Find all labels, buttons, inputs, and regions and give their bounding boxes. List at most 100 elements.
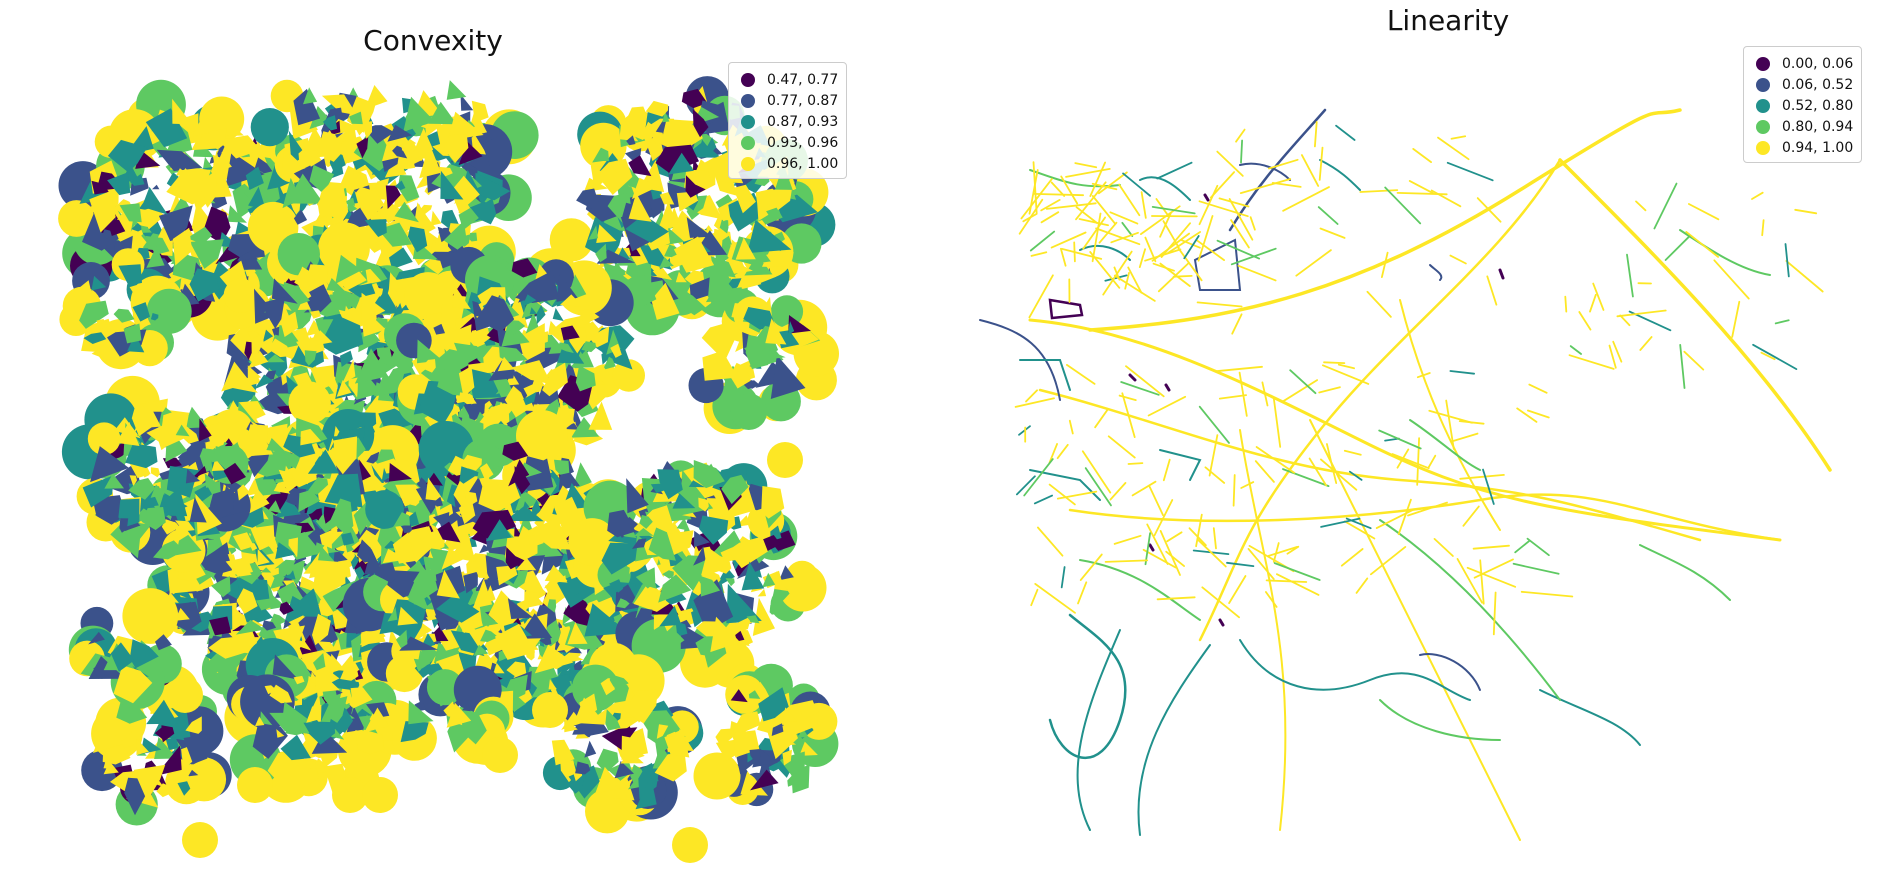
street-segment [1268, 158, 1299, 170]
cell [751, 379, 760, 390]
street-segment [1050, 231, 1087, 249]
street-segment [1235, 128, 1246, 143]
cell [672, 493, 696, 509]
cell [733, 711, 761, 734]
cell [358, 459, 372, 483]
cell [279, 457, 317, 488]
cell [701, 274, 735, 303]
legend-item: 0.93, 0.96 [737, 132, 838, 153]
cell [308, 477, 329, 495]
street-segment [1028, 318, 1782, 542]
cell [497, 356, 515, 372]
street-segment [1215, 365, 1263, 373]
cell [745, 334, 773, 370]
cell [626, 478, 649, 514]
legend-label: 0.00, 0.06 [1782, 55, 1854, 72]
street-segment [1254, 460, 1275, 483]
cell [304, 350, 317, 366]
cell [384, 153, 407, 178]
street-segment [1731, 300, 1741, 338]
cell [205, 128, 227, 150]
cell [145, 235, 170, 255]
street-segment [1068, 493, 1782, 542]
legend-item: 0.77, 0.87 [737, 90, 838, 111]
street-segment [1320, 517, 1361, 528]
cell [273, 483, 291, 494]
cell [441, 548, 468, 570]
cell [515, 270, 559, 303]
cell [376, 178, 390, 196]
cell [523, 392, 537, 406]
street-segment [1366, 290, 1392, 318]
cell [715, 728, 734, 747]
cell [749, 749, 761, 766]
street-segment [1157, 262, 1190, 293]
street-segment [1198, 184, 1219, 226]
street-segment [1340, 548, 1364, 567]
street-segment [1265, 579, 1308, 583]
cell [341, 532, 355, 546]
cell [279, 601, 294, 615]
cell [311, 730, 348, 754]
cell [88, 631, 105, 645]
street-segment [1209, 171, 1235, 199]
street-segment [1272, 397, 1282, 448]
cell [271, 278, 298, 304]
cell [787, 775, 795, 787]
cell [204, 473, 221, 488]
cell [123, 323, 142, 344]
street-segment [1498, 268, 1505, 280]
cell [321, 94, 358, 116]
street-segment [1409, 419, 1481, 471]
cell [668, 152, 694, 175]
cell [725, 578, 735, 587]
cell [265, 376, 283, 397]
cell [694, 530, 710, 548]
cell [227, 205, 247, 223]
cell [161, 519, 180, 535]
cell [306, 692, 320, 709]
cell [746, 615, 760, 624]
cell [182, 425, 199, 444]
cell [750, 769, 779, 791]
cell [146, 417, 184, 447]
cell [476, 295, 515, 333]
street-segment [1078, 218, 1109, 227]
cell [243, 600, 265, 623]
cell [474, 565, 490, 579]
cell [199, 448, 215, 471]
cell [113, 308, 135, 323]
cell [298, 588, 322, 617]
street-segment [1309, 419, 1521, 841]
cell [596, 224, 617, 243]
cell [681, 288, 706, 316]
cell [797, 703, 820, 720]
cell [254, 157, 273, 174]
street-segment [1018, 198, 1044, 235]
street-segment [1153, 499, 1174, 537]
street-segment [1109, 482, 1127, 501]
street-segment [1122, 172, 1151, 197]
street-segment [1048, 298, 1084, 320]
cell [300, 638, 312, 651]
cell [536, 304, 546, 325]
cell [662, 570, 674, 579]
cell [268, 338, 292, 358]
cell [283, 570, 296, 580]
cell [747, 219, 792, 254]
cell [740, 771, 768, 796]
legend-label: 0.96, 1.00 [767, 155, 839, 172]
cell [268, 540, 278, 551]
cell [236, 577, 270, 601]
cell [176, 534, 202, 556]
cell [633, 528, 654, 537]
cell [223, 462, 246, 485]
cell [145, 108, 188, 148]
cell [561, 606, 571, 626]
street-segment [1319, 159, 1361, 191]
street-segment [1407, 501, 1448, 517]
cell [522, 294, 537, 307]
cell [626, 135, 636, 146]
street-segment [1761, 219, 1765, 237]
street-segment [1319, 227, 1346, 239]
